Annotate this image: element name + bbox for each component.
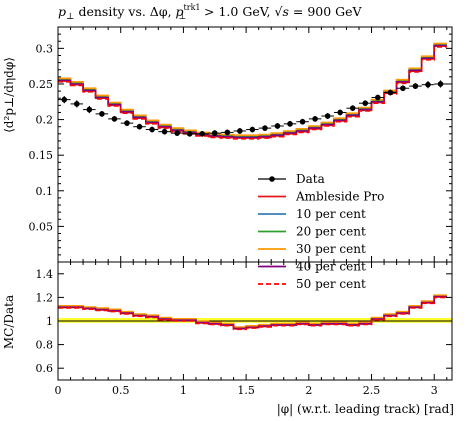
x-tick-label: 0.5 (112, 384, 130, 397)
data-point (86, 106, 93, 113)
ratio-y-axis-label: MC/Data (2, 295, 16, 349)
data-point (99, 111, 105, 117)
chart-title: p⊥ density vs. Δφ, ptrk1 ⊥ > 1.0 GeV, √s … (58, 3, 363, 22)
data-point (211, 130, 218, 136)
x-axis-label: |φ| (w.r.t. leading track) [rad] (277, 402, 454, 416)
data-point (161, 128, 168, 135)
main-plot-panel: 0.05 0.1 0.15 0.2 0.25 0.3 (29, 26, 453, 263)
data-point (149, 126, 155, 133)
data-point (400, 85, 406, 92)
data-point (249, 126, 256, 133)
x-tick-label: 1.5 (237, 384, 255, 397)
legend-label: 20 per cent (296, 225, 366, 239)
data-point (362, 100, 369, 106)
x-tick-label: 3 (431, 384, 438, 397)
data-point (299, 118, 306, 125)
legend-marker-data-point (269, 176, 275, 182)
data-point (262, 125, 268, 131)
main-plot-frame (57, 26, 453, 263)
series-line-6 (58, 46, 447, 140)
data-point (337, 109, 343, 116)
legend: Data Ambleside Pro 10 per cent 20 per cent 3… (258, 172, 384, 291)
data-point (186, 131, 193, 137)
series-line-4 (58, 42, 447, 136)
data-point (387, 89, 394, 96)
data-point (61, 96, 68, 103)
legend-label: 30 per cent (296, 242, 366, 256)
data-point (111, 116, 118, 122)
legend-label: 50 per cent (296, 277, 366, 291)
data-uncertainty-band (58, 318, 452, 323)
ratio-y-tick-label: 1.4 (36, 268, 54, 281)
data-point (224, 129, 231, 136)
data-point (324, 113, 331, 119)
ratio-series-line-3 (58, 295, 447, 329)
y-axis-label: ⟨d²p⊥/dηdφ⟩ (2, 57, 16, 133)
legend-label: Data (296, 172, 325, 186)
x-tick-label: 2.5 (363, 384, 381, 397)
y-tick-label: 0.05 (29, 220, 54, 233)
data-point (412, 83, 419, 89)
ratio-series-line-1 (58, 296, 447, 330)
ratio-y-tick-label: 0.6 (36, 362, 54, 375)
y-tick-label: 0.3 (36, 42, 54, 55)
legend-label: 10 per cent (296, 207, 366, 221)
data-point (74, 101, 80, 107)
data-point (174, 130, 180, 136)
ratio-series-line-5 (58, 295, 447, 330)
ratio-series-line-6 (58, 296, 447, 331)
ratio-plot-panel: 0 0.5 1 1.5 2 2.5 3 0.6 0.8 1 1.2 1.4 (36, 261, 453, 397)
data-point (199, 131, 206, 137)
x-tick-label: 0 (55, 384, 62, 397)
data-point (312, 116, 318, 122)
y-tick-label: 0.2 (36, 114, 54, 127)
ratio-y-tick-label: 1.2 (36, 291, 54, 304)
data-point (375, 94, 381, 101)
x-tick-label: 1 (180, 384, 187, 397)
ratio-y-tick-label: 0.8 (36, 339, 54, 352)
y-tick-label: 0.1 (36, 185, 54, 198)
data-point (274, 123, 281, 129)
legend-label: 40 per cent (296, 260, 366, 274)
data-point (437, 81, 444, 87)
data-point (124, 120, 130, 126)
ratio-y-tick-label: 1 (46, 315, 53, 328)
data-point (349, 105, 356, 111)
y-tick-label: 0.15 (29, 149, 54, 162)
y-tick-label: 0.25 (29, 78, 54, 91)
data-point (237, 128, 243, 134)
data-point (287, 121, 293, 127)
x-tick-label: 2 (305, 384, 312, 397)
data-point (425, 81, 431, 88)
legend-label: Ambleside Pro (295, 190, 384, 204)
data-point (136, 123, 143, 130)
